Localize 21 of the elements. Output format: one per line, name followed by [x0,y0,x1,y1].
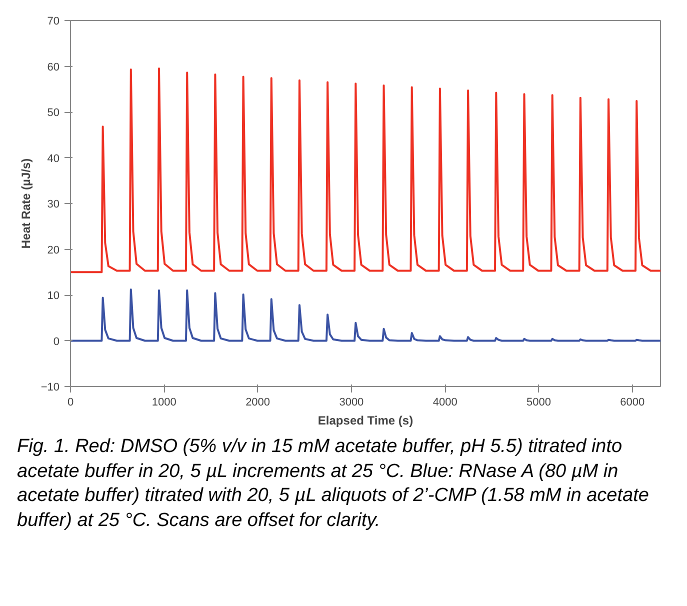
caption: Fig. 1. Red: DMSO (5% v/v in 15 mM acetate buffer, pH 5.5) titrated into acetate buffer in 20, 5 µL increments at 25 °C. Blue: RNase A (80 µM in acetate buffer) titrated with 20, 5 µL aliquots of 2’-CMP (1.58 mM in acetate buffer) at 25 °C. Scans are offset for clarity. [17,435,650,534]
y-tick-label: −10 [40,382,60,394]
y-tick-label: 30 [47,198,60,210]
y-tick-label: 50 [47,107,60,119]
y-tick-label: 20 [47,244,60,256]
x-axis-title: Elapsed Time (s) [318,414,414,428]
y-tick-label: 40 [47,152,60,165]
x-tick-label: 5000 [526,396,552,408]
x-tick-label: 1000 [152,396,176,408]
y-tick-label: 10 [47,290,60,302]
y-tick-label: 0 [53,336,60,348]
y-tick-label: 70 [47,16,60,28]
x-tick-label: 6000 [620,396,645,408]
x-tick-label: 4000 [432,396,458,408]
y-tick-label: 60 [47,61,60,74]
x-tick-label: 0 [67,396,74,408]
y-axis-title: Heat Rate (µJ/s) [18,158,33,249]
line-series [70,68,660,274]
x-tick-label: 3000 [339,396,364,408]
line-series [70,288,660,342]
x-tick-label: 2000 [246,396,270,408]
